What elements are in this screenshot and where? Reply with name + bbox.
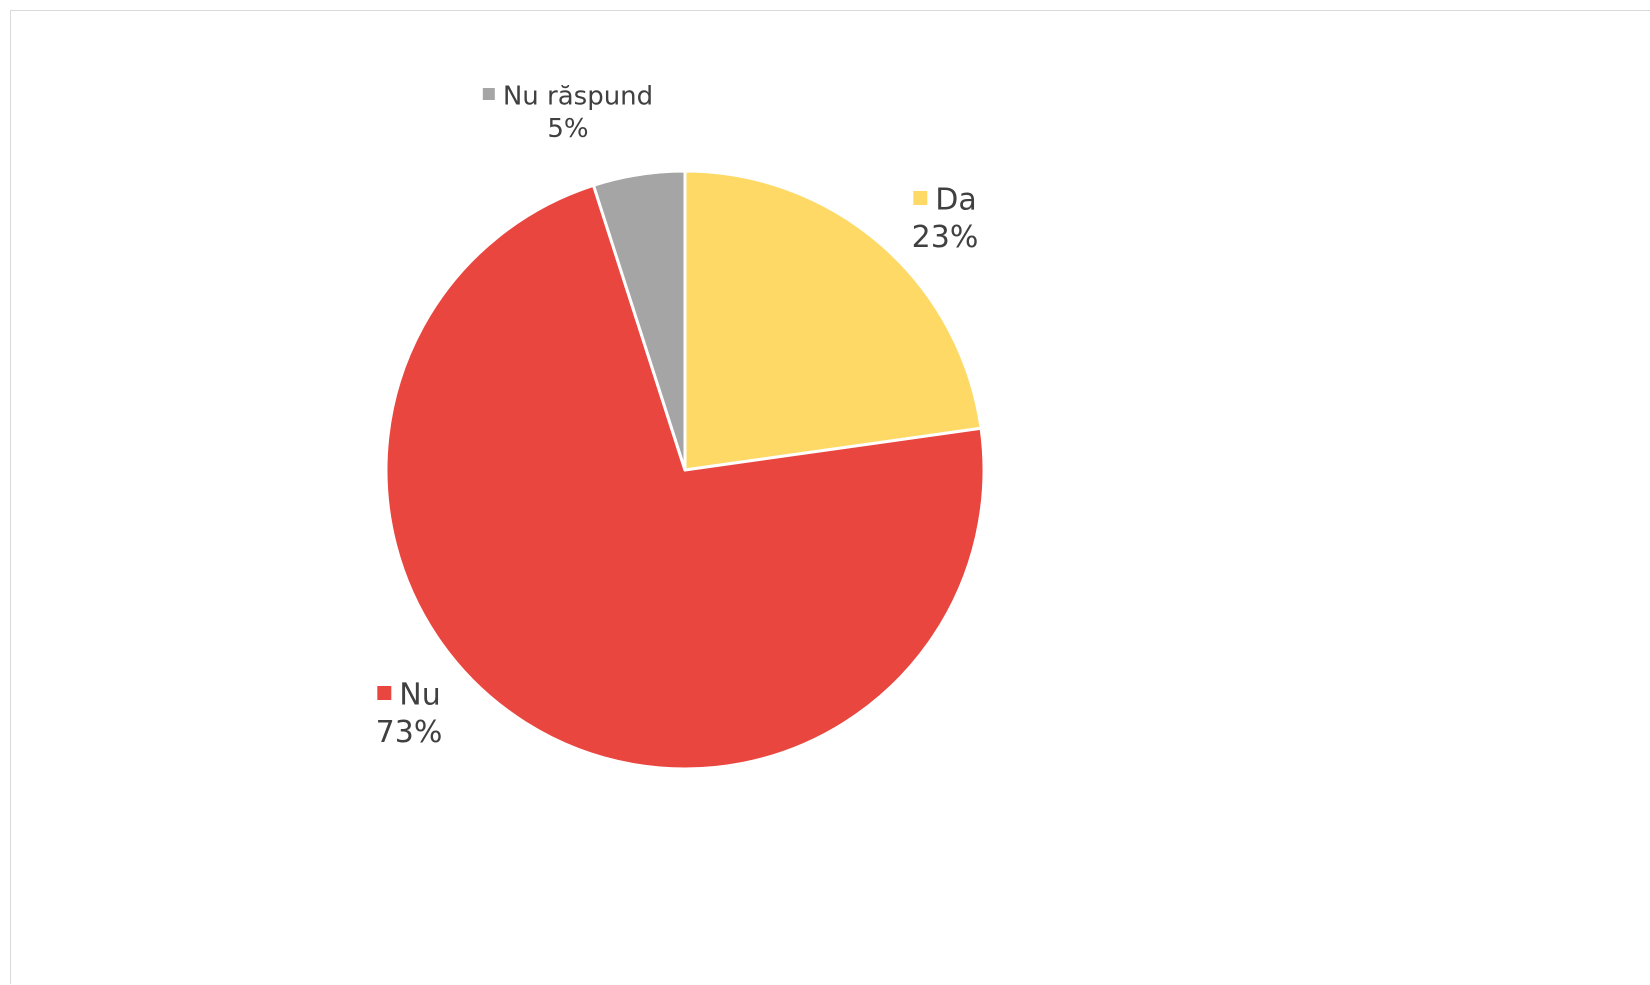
data-label-percent: 73% xyxy=(376,715,443,750)
data-label-percent: 23% xyxy=(912,220,979,255)
data-label-category: Nu răspund xyxy=(503,82,653,112)
data-label-percent: 5% xyxy=(547,114,588,144)
legend-key-square xyxy=(377,686,392,700)
legend-key-square xyxy=(482,88,495,100)
data-label-category: Da xyxy=(935,183,976,218)
pie-slices xyxy=(384,169,986,771)
legend-key-square xyxy=(913,191,928,205)
data-label-category: Nu xyxy=(399,678,440,713)
pie-slice-nu-raspund xyxy=(591,169,687,472)
pie-slice-da xyxy=(683,169,983,472)
chart-area: Da 23% Nu 73% Nu răspund 5% xyxy=(10,10,1650,984)
pie-slice-nu xyxy=(384,183,986,771)
